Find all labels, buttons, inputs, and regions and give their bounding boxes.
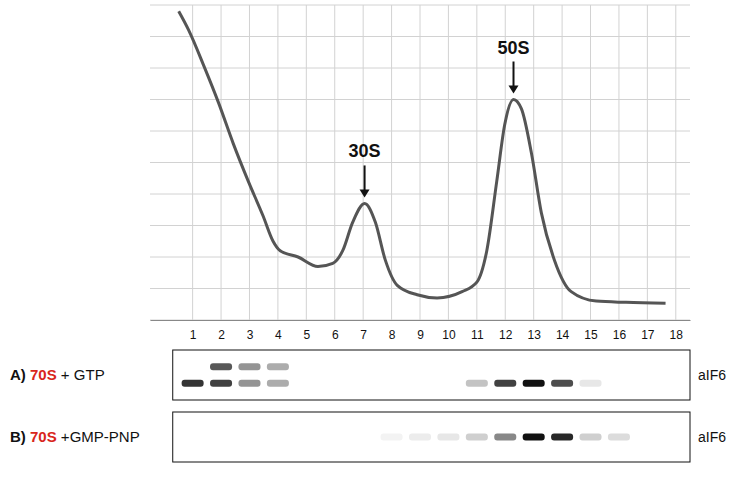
antibody-label: aIF6 (698, 367, 726, 383)
arrow-head (360, 189, 370, 197)
x-tick-label: 3 (247, 328, 254, 342)
x-tick-label: 10 (442, 328, 456, 342)
x-tick-label: 12 (499, 328, 513, 342)
blot-band (381, 434, 403, 441)
grid-line (277, 5, 278, 320)
peak-label: 30S (349, 141, 381, 161)
plot-area (179, 11, 666, 303)
blot-band (238, 363, 260, 370)
x-tick-label: 5 (303, 328, 310, 342)
grid-line (420, 5, 421, 320)
ribosome-label: 70S (30, 428, 57, 445)
blot-band (551, 434, 573, 441)
x-tick: 5 (303, 320, 310, 342)
x-tick: 2 (218, 320, 225, 342)
blot-band (494, 380, 516, 387)
x-tick-label: 16 (613, 328, 627, 342)
grid-line (306, 5, 307, 320)
x-tick-label: 7 (360, 328, 367, 342)
x-tick-label: 11 (471, 328, 484, 342)
blot-panel: A) 70S + GTP aIF6 (10, 350, 726, 400)
x-tick: 15 (584, 320, 598, 342)
x-tick-label: 8 (389, 328, 396, 342)
x-tick: 3 (247, 320, 254, 342)
panel-letter: A) (10, 366, 30, 383)
panel-letter: B) (10, 428, 30, 445)
arrow-shaft (513, 62, 515, 88)
blot-frame (173, 350, 690, 400)
grid-line (363, 5, 364, 320)
x-tick: 7 (360, 320, 367, 342)
blot-band (580, 434, 602, 441)
blot-band (523, 380, 545, 387)
x-tick: 10 (442, 320, 456, 342)
ribosome-label: 70S (30, 366, 57, 383)
blot-band (210, 363, 232, 370)
blot-band (580, 380, 602, 387)
x-tick-label: 15 (584, 328, 598, 342)
blot-band (466, 434, 488, 441)
x-tick: 4 (275, 320, 282, 342)
x-tick: 18 (670, 320, 684, 342)
x-tick-label: 13 (528, 328, 542, 342)
grid-line (334, 5, 335, 320)
blot-band (267, 380, 289, 387)
absorbance-trace (179, 11, 666, 303)
x-tick: 17 (641, 320, 655, 342)
blot-band (608, 434, 630, 441)
grid (150, 5, 690, 320)
x-tick: 8 (389, 320, 396, 342)
grid-line (192, 5, 193, 320)
x-tick: 13 (528, 320, 542, 342)
x-tick: 1 (190, 320, 197, 342)
blot-band (409, 434, 431, 441)
x-tick-label: 18 (670, 328, 684, 342)
grid-line (647, 5, 648, 320)
peak-label: 50S (497, 38, 529, 58)
grid-line (618, 5, 619, 320)
grid-line (249, 5, 250, 320)
x-tick: 6 (332, 320, 339, 342)
x-tick-label: 9 (417, 328, 424, 342)
grid-line (448, 5, 449, 320)
ligand-label: +GMP-PNP (57, 428, 140, 445)
arrow-shaft (364, 165, 366, 191)
blot-band (523, 434, 545, 441)
x-tick: 16 (613, 320, 627, 342)
arrow-head (509, 86, 519, 94)
figure: 12345678910111213141516171830S50SA) 70S … (0, 0, 740, 477)
blot-band (182, 380, 204, 387)
antibody-label: aIF6 (698, 429, 726, 445)
blot-frame (173, 412, 690, 462)
x-tick-label: 14 (556, 328, 570, 342)
x-tick-label: 6 (332, 328, 339, 342)
blot-label: B) 70S +GMP-PNP (10, 428, 140, 445)
grid-line (476, 5, 477, 320)
grid-line (675, 5, 676, 320)
grid-line (562, 5, 563, 320)
blot-label: A) 70S + GTP (10, 366, 105, 383)
x-tick-label: 2 (218, 328, 225, 342)
x-tick: 14 (556, 320, 570, 342)
x-tick-label: 4 (275, 328, 282, 342)
blot-band (551, 380, 573, 387)
x-tick: 9 (417, 320, 424, 342)
blot-band (494, 434, 516, 441)
x-tick: 12 (499, 320, 513, 342)
blot-band (238, 380, 260, 387)
x-axis: 123456789101112131415161718 (151, 320, 691, 342)
grid-line (221, 5, 222, 320)
blot-band (437, 434, 459, 441)
blot-panel: B) 70S +GMP-PNP aIF6 (10, 412, 726, 462)
x-tick-label: 1 (190, 328, 197, 342)
x-axis-line (151, 320, 691, 321)
blot-band (210, 380, 232, 387)
blot-band (466, 380, 488, 387)
annotations: 30S 50S (349, 38, 530, 198)
grid-line (590, 5, 591, 320)
blot-band (267, 363, 289, 370)
x-tick: 11 (471, 320, 484, 342)
x-tick-label: 17 (641, 328, 655, 342)
ligand-label: + GTP (57, 366, 105, 383)
